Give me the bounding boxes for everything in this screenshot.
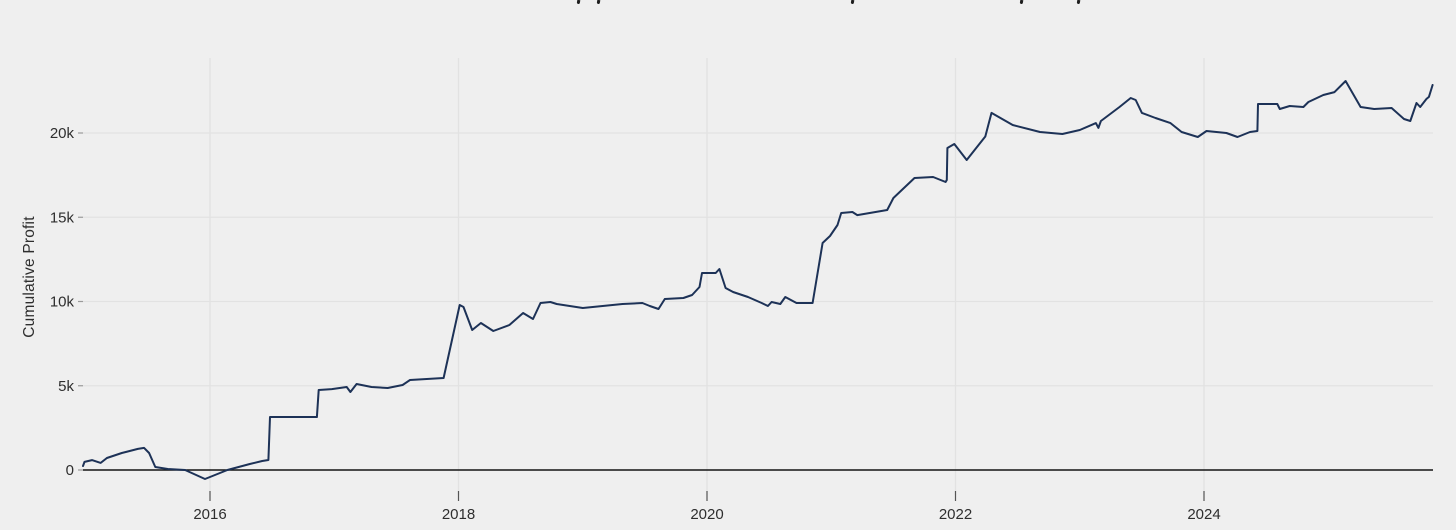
y-tick-label: 10k xyxy=(50,294,75,311)
x-tick-label: 2016 xyxy=(193,506,226,523)
cumulative-profit-line xyxy=(82,80,1434,480)
x-tick-label: 2020 xyxy=(690,506,723,523)
y-tick-label: 20k xyxy=(50,125,75,142)
x-tick-label: 2022 xyxy=(939,506,972,523)
y-tick-label: 0 xyxy=(66,462,74,479)
x-tick-label: 2018 xyxy=(442,506,475,523)
x-tick-label: 2024 xyxy=(1187,506,1220,523)
y-tick-label: 5k xyxy=(58,378,74,395)
y-tick-label: 15k xyxy=(50,209,75,226)
